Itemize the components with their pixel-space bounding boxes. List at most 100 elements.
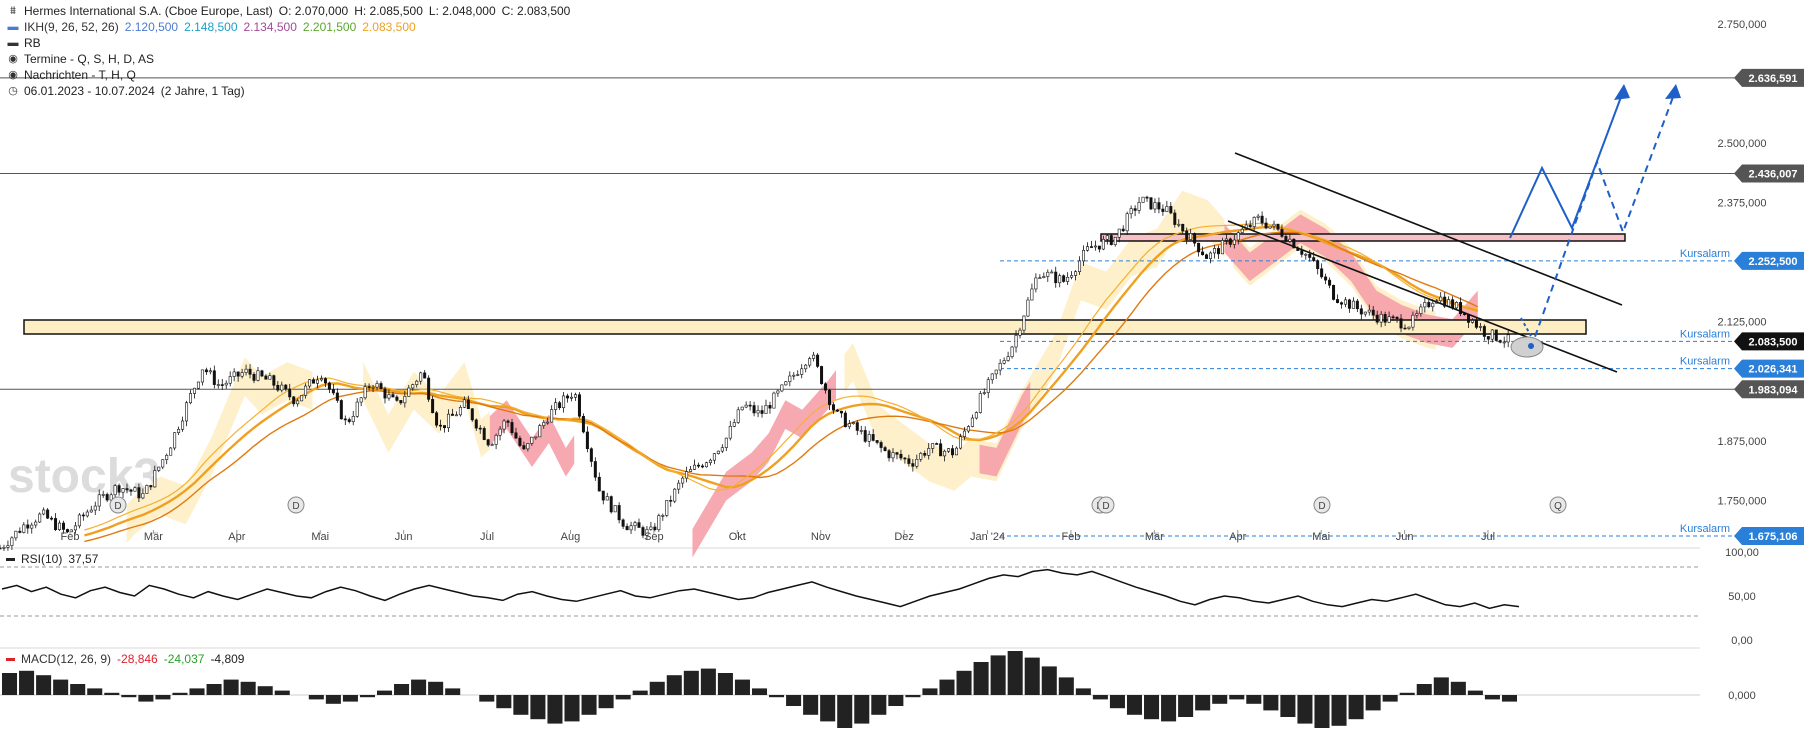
watermark: stock3 (8, 450, 160, 503)
candle-body (446, 413, 450, 429)
rsi-legend[interactable]: RSI(10) 37,57 (6, 552, 104, 566)
candle (212, 365, 216, 389)
legend-rb-row[interactable]: ▬ RB (6, 35, 576, 51)
candle (776, 389, 780, 397)
candle (966, 425, 970, 434)
candle-body (1316, 260, 1320, 270)
legend-termine-row[interactable]: ◉ Termine - Q, S, H, D, AS (6, 51, 576, 67)
candle (788, 371, 792, 387)
candle (978, 390, 982, 414)
candle-body (637, 522, 641, 528)
candle-body (1292, 238, 1296, 249)
ohlc-high: H: 2.085,500 (354, 4, 423, 18)
candle-body (728, 426, 732, 439)
candle (14, 530, 18, 541)
candle (431, 395, 435, 414)
candle-body (816, 354, 820, 367)
candle (1474, 318, 1478, 330)
candle (363, 383, 367, 400)
candle (1490, 329, 1494, 343)
candle-body (752, 405, 756, 414)
candle (26, 519, 30, 534)
candle-body (323, 378, 327, 384)
legend-ikh-row[interactable]: ▬ IKH(9, 26, 52, 26) 2.120,500 2.148,500… (6, 19, 576, 35)
candle-body (125, 488, 129, 491)
cloud-bearish (692, 370, 836, 558)
candle-body (577, 394, 581, 417)
candle-body (681, 477, 685, 484)
candle-body (697, 464, 701, 467)
candle (1363, 311, 1367, 317)
macd-bar (240, 681, 256, 695)
ikh-value-1: 2.120,500 (124, 20, 179, 34)
macd-bar (1212, 695, 1228, 704)
candle-body (256, 370, 260, 381)
candle-body (772, 392, 776, 409)
candle-body (593, 461, 597, 478)
candle-body (1490, 329, 1494, 340)
candle (951, 445, 955, 458)
candle (883, 445, 887, 452)
candle-body (1482, 326, 1486, 337)
candle-body (1308, 253, 1312, 258)
candle-body (316, 379, 320, 384)
event-pin (109, 496, 127, 514)
legend-range-row[interactable]: ◷ 06.01.2023 - 10.07.2024 (2 Jahre, 1 Ta… (6, 83, 576, 99)
candle (577, 392, 581, 419)
legend-nachrichten-row[interactable]: ◉ Nachrichten - T, H, Q (6, 67, 576, 83)
candle (641, 525, 645, 539)
candle-body (1268, 225, 1272, 229)
candle (1459, 297, 1463, 317)
event-marker: D (1313, 496, 1331, 514)
candle (1395, 316, 1399, 323)
candle (570, 392, 574, 402)
candle-body (899, 453, 903, 459)
candle (585, 426, 589, 453)
candle-body (196, 381, 200, 389)
candle-body (97, 494, 101, 507)
candle (169, 447, 173, 456)
macd-legend[interactable]: MACD(12, 26, 9) -28,846 -24,037 -4,809 (6, 652, 250, 666)
candle-body (1324, 276, 1328, 281)
candle (812, 351, 816, 362)
candle-body (506, 420, 510, 423)
candle-body (566, 395, 570, 399)
candle-body (177, 428, 181, 433)
candle-body (1018, 329, 1022, 336)
macd-bar (1092, 695, 1108, 700)
candle-body (831, 404, 835, 411)
candle-body (625, 526, 629, 531)
candle-body (1240, 228, 1244, 233)
candle-body (347, 419, 351, 422)
candle (673, 487, 677, 504)
candle-body (740, 406, 744, 411)
candle (105, 492, 109, 503)
channel-upper-line (1234, 152, 1623, 306)
line-marker-icon (6, 657, 15, 661)
candle (403, 390, 407, 408)
candle (947, 448, 951, 454)
candle-body (1216, 248, 1220, 255)
candle-body (73, 525, 77, 531)
candle-body (470, 408, 474, 421)
candle-body (514, 432, 518, 439)
candle (1224, 233, 1228, 245)
candle (661, 513, 665, 521)
candle (1455, 301, 1459, 310)
candle (649, 521, 653, 531)
candle (435, 411, 439, 428)
candle (1419, 303, 1423, 317)
candle-body (609, 496, 613, 513)
candle (657, 513, 661, 532)
candle-body (288, 388, 292, 398)
candle (387, 389, 391, 401)
candle (129, 489, 133, 496)
candle (1097, 245, 1101, 253)
candle (248, 364, 252, 379)
candle-body (200, 369, 204, 383)
candle (867, 430, 871, 447)
candle-body (6, 545, 10, 548)
candle-body (77, 514, 81, 527)
candle-body (1455, 302, 1459, 309)
candle-body (240, 372, 244, 377)
